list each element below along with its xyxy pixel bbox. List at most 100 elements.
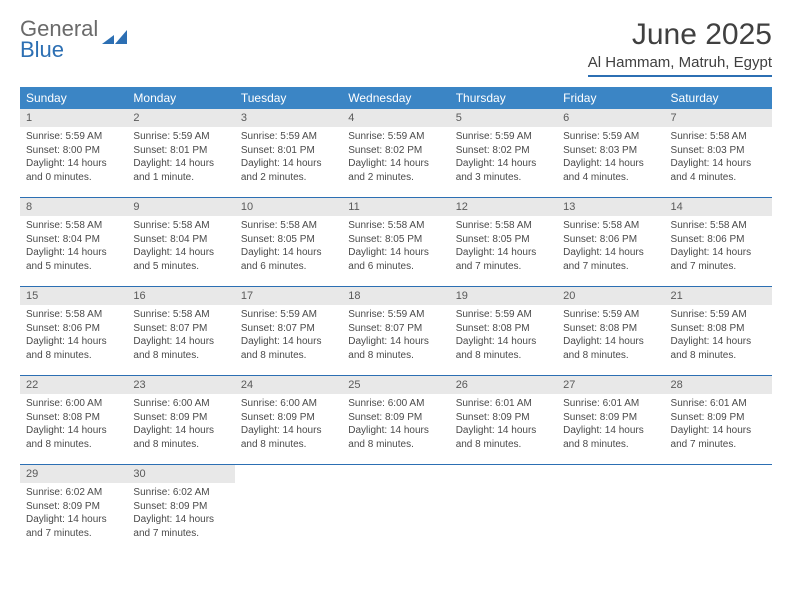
day-cell: 11Sunrise: 5:58 AMSunset: 8:05 PMDayligh… <box>342 198 449 286</box>
day-number: 25 <box>342 376 449 394</box>
day-cell: 20Sunrise: 5:59 AMSunset: 8:08 PMDayligh… <box>557 287 664 375</box>
day-cell: 1Sunrise: 5:59 AMSunset: 8:00 PMDaylight… <box>20 109 127 197</box>
sunrise-text: Sunrise: 5:59 AM <box>348 130 443 144</box>
day-number: 9 <box>127 198 234 216</box>
day-number: 30 <box>127 465 234 483</box>
brand-logo: General Blue <box>20 18 128 61</box>
day-number <box>557 465 664 483</box>
day-detail: Sunrise: 6:02 AMSunset: 8:09 PMDaylight:… <box>20 483 127 546</box>
day-number: 16 <box>127 287 234 305</box>
sunset-text: Sunset: 8:06 PM <box>563 233 658 247</box>
brand-word2: Blue <box>20 39 98 61</box>
sunrise-text: Sunrise: 6:01 AM <box>563 397 658 411</box>
day-cell: 9Sunrise: 5:58 AMSunset: 8:04 PMDaylight… <box>127 198 234 286</box>
sunrise-text: Sunrise: 5:58 AM <box>671 219 766 233</box>
day-cell: 23Sunrise: 6:00 AMSunset: 8:09 PMDayligh… <box>127 376 234 464</box>
day-number: 3 <box>235 109 342 127</box>
day-cell: 6Sunrise: 5:59 AMSunset: 8:03 PMDaylight… <box>557 109 664 197</box>
daylight-text: Daylight: 14 hours and 8 minutes. <box>671 335 766 362</box>
day-number: 13 <box>557 198 664 216</box>
daylight-text: Daylight: 14 hours and 4 minutes. <box>671 157 766 184</box>
daylight-text: Daylight: 14 hours and 2 minutes. <box>348 157 443 184</box>
day-cell <box>235 465 342 553</box>
daylight-text: Daylight: 14 hours and 2 minutes. <box>241 157 336 184</box>
day-cell: 16Sunrise: 5:58 AMSunset: 8:07 PMDayligh… <box>127 287 234 375</box>
day-number: 15 <box>20 287 127 305</box>
sunset-text: Sunset: 8:06 PM <box>671 233 766 247</box>
daylight-text: Daylight: 14 hours and 6 minutes. <box>241 246 336 273</box>
day-detail: Sunrise: 5:58 AMSunset: 8:05 PMDaylight:… <box>235 216 342 279</box>
day-number: 24 <box>235 376 342 394</box>
daylight-text: Daylight: 14 hours and 8 minutes. <box>563 424 658 451</box>
day-cell: 25Sunrise: 6:00 AMSunset: 8:09 PMDayligh… <box>342 376 449 464</box>
day-detail: Sunrise: 5:59 AMSunset: 8:07 PMDaylight:… <box>342 305 449 368</box>
day-cell: 3Sunrise: 5:59 AMSunset: 8:01 PMDaylight… <box>235 109 342 197</box>
daylight-text: Daylight: 14 hours and 8 minutes. <box>348 424 443 451</box>
daylight-text: Daylight: 14 hours and 8 minutes. <box>26 424 121 451</box>
day-number: 8 <box>20 198 127 216</box>
day-cell: 8Sunrise: 5:58 AMSunset: 8:04 PMDaylight… <box>20 198 127 286</box>
day-detail: Sunrise: 5:58 AMSunset: 8:03 PMDaylight:… <box>665 127 772 190</box>
title-block: June 2025 Al Hammam, Matruh, Egypt <box>588 18 772 77</box>
sunset-text: Sunset: 8:02 PM <box>456 144 551 158</box>
day-number <box>665 465 772 483</box>
sunset-text: Sunset: 8:07 PM <box>241 322 336 336</box>
sunrise-text: Sunrise: 5:58 AM <box>456 219 551 233</box>
day-detail: Sunrise: 5:59 AMSunset: 8:08 PMDaylight:… <box>450 305 557 368</box>
sunrise-text: Sunrise: 5:59 AM <box>563 130 658 144</box>
day-detail: Sunrise: 5:59 AMSunset: 8:02 PMDaylight:… <box>450 127 557 190</box>
sunrise-text: Sunrise: 6:00 AM <box>26 397 121 411</box>
sunset-text: Sunset: 8:09 PM <box>348 411 443 425</box>
sunrise-text: Sunrise: 5:59 AM <box>241 130 336 144</box>
day-cell: 15Sunrise: 5:58 AMSunset: 8:06 PMDayligh… <box>20 287 127 375</box>
daylight-text: Daylight: 14 hours and 3 minutes. <box>456 157 551 184</box>
brand-mark-icon <box>102 26 128 53</box>
weekday-header: Wednesday <box>342 87 449 109</box>
sunset-text: Sunset: 8:09 PM <box>241 411 336 425</box>
sunrise-text: Sunrise: 5:58 AM <box>671 130 766 144</box>
sunset-text: Sunset: 8:09 PM <box>671 411 766 425</box>
daylight-text: Daylight: 14 hours and 5 minutes. <box>133 246 228 273</box>
day-detail: Sunrise: 5:59 AMSunset: 8:01 PMDaylight:… <box>127 127 234 190</box>
weekday-header: Thursday <box>450 87 557 109</box>
day-detail: Sunrise: 6:00 AMSunset: 8:09 PMDaylight:… <box>127 394 234 457</box>
sunset-text: Sunset: 8:07 PM <box>348 322 443 336</box>
day-cell: 24Sunrise: 6:00 AMSunset: 8:09 PMDayligh… <box>235 376 342 464</box>
day-detail: Sunrise: 5:59 AMSunset: 8:02 PMDaylight:… <box>342 127 449 190</box>
sunset-text: Sunset: 8:00 PM <box>26 144 121 158</box>
day-number: 20 <box>557 287 664 305</box>
day-number: 28 <box>665 376 772 394</box>
day-detail: Sunrise: 5:58 AMSunset: 8:07 PMDaylight:… <box>127 305 234 368</box>
sunset-text: Sunset: 8:09 PM <box>133 500 228 514</box>
day-cell: 4Sunrise: 5:59 AMSunset: 8:02 PMDaylight… <box>342 109 449 197</box>
day-detail: Sunrise: 5:59 AMSunset: 8:01 PMDaylight:… <box>235 127 342 190</box>
day-detail: Sunrise: 5:59 AMSunset: 8:07 PMDaylight:… <box>235 305 342 368</box>
day-detail: Sunrise: 6:00 AMSunset: 8:08 PMDaylight:… <box>20 394 127 457</box>
day-detail: Sunrise: 5:58 AMSunset: 8:06 PMDaylight:… <box>20 305 127 368</box>
day-number: 5 <box>450 109 557 127</box>
day-detail: Sunrise: 5:59 AMSunset: 8:03 PMDaylight:… <box>557 127 664 190</box>
sunrise-text: Sunrise: 5:58 AM <box>133 308 228 322</box>
sunset-text: Sunset: 8:05 PM <box>348 233 443 247</box>
day-cell: 26Sunrise: 6:01 AMSunset: 8:09 PMDayligh… <box>450 376 557 464</box>
daylight-text: Daylight: 14 hours and 8 minutes. <box>241 335 336 362</box>
daylight-text: Daylight: 14 hours and 0 minutes. <box>26 157 121 184</box>
week-row: 1Sunrise: 5:59 AMSunset: 8:00 PMDaylight… <box>20 109 772 198</box>
day-detail: Sunrise: 6:00 AMSunset: 8:09 PMDaylight:… <box>235 394 342 457</box>
sunset-text: Sunset: 8:08 PM <box>671 322 766 336</box>
sunrise-text: Sunrise: 5:59 AM <box>456 308 551 322</box>
sunrise-text: Sunrise: 6:00 AM <box>133 397 228 411</box>
sunrise-text: Sunrise: 5:59 AM <box>241 308 336 322</box>
day-cell: 13Sunrise: 5:58 AMSunset: 8:06 PMDayligh… <box>557 198 664 286</box>
day-cell <box>557 465 664 553</box>
daylight-text: Daylight: 14 hours and 1 minute. <box>133 157 228 184</box>
weekday-header: Saturday <box>665 87 772 109</box>
day-detail: Sunrise: 5:59 AMSunset: 8:08 PMDaylight:… <box>665 305 772 368</box>
sunrise-text: Sunrise: 6:02 AM <box>133 486 228 500</box>
day-cell: 29Sunrise: 6:02 AMSunset: 8:09 PMDayligh… <box>20 465 127 553</box>
day-cell: 28Sunrise: 6:01 AMSunset: 8:09 PMDayligh… <box>665 376 772 464</box>
sunrise-text: Sunrise: 5:58 AM <box>26 308 121 322</box>
sunrise-text: Sunrise: 5:59 AM <box>348 308 443 322</box>
daylight-text: Daylight: 14 hours and 5 minutes. <box>26 246 121 273</box>
sunset-text: Sunset: 8:05 PM <box>456 233 551 247</box>
